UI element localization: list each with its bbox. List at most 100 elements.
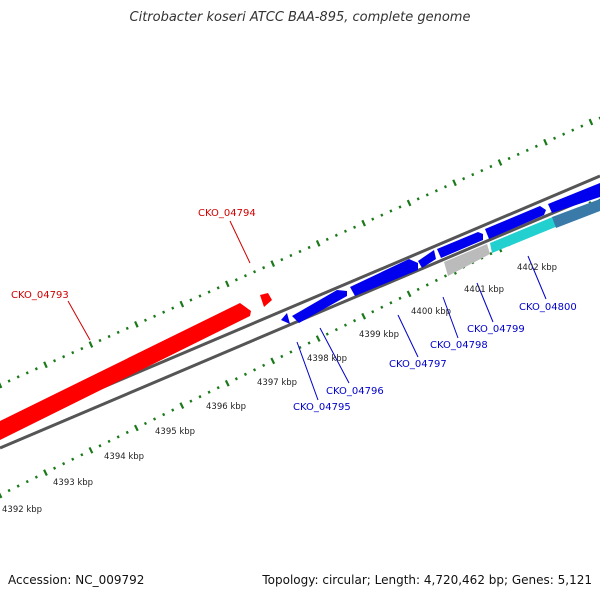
outer-tick-mark [562, 132, 566, 136]
leader-line-cko-04793 [67, 300, 91, 341]
inner-tick-mark [0, 492, 3, 499]
outer-tick-mark [307, 245, 311, 250]
outer-tick-mark [361, 219, 366, 227]
scale-label: 4394 kbp [104, 452, 144, 462]
outer-tick-mark [88, 341, 94, 348]
gene-arrow-cko-04793 [0, 303, 251, 440]
outer-tick-mark [125, 326, 129, 330]
outer-tick-mark [98, 338, 102, 343]
outer-tick-mark [207, 290, 211, 294]
label-layer: 4392 kbp 4393 kbp 4394 kbp 4395 kbp 4396 kbp… [2, 208, 577, 515]
outer-tick-mark [434, 189, 438, 193]
outer-tick-mark [280, 257, 284, 262]
outer-tick-mark [553, 136, 557, 140]
inner-tick-mark [207, 390, 211, 394]
cyan-feature-block [490, 216, 558, 253]
inner-tick-mark [398, 296, 402, 300]
outer-tick-mark [516, 152, 520, 157]
scale-label: 4396 kbp [206, 402, 246, 412]
outer-tick-mark [7, 379, 11, 383]
gene-label-cko-04793: CKO_04793 [11, 290, 69, 301]
outer-tick-mark [116, 330, 120, 335]
accession-label: Accession: NC_009792 [8, 573, 145, 587]
inner-tick-mark [62, 462, 66, 466]
outer-tick-mark [315, 240, 321, 247]
leader-line-cko-04794 [229, 220, 251, 264]
scale-label: 4397 kbp [257, 378, 297, 388]
gene-arrow-cko-04794 [260, 293, 272, 307]
outer-tick-mark [406, 199, 412, 207]
outer-tick-mark [53, 359, 57, 363]
inner-tick-mark [179, 402, 185, 409]
inner-tick-mark [152, 417, 157, 421]
outer-tick-mark [80, 346, 84, 351]
inner-tick-mark [107, 439, 111, 444]
outer-tick-mark [507, 156, 511, 161]
outer-tick-mark [571, 128, 575, 132]
outer-tick-mark [480, 168, 484, 173]
inner-tick-mark [389, 301, 393, 305]
outer-tick-mark [534, 144, 538, 148]
scale-label: 4401 kbp [464, 285, 504, 295]
inner-tick-mark [25, 479, 29, 484]
feature-track [0, 183, 600, 440]
gene-arrow-cko-04799 [437, 232, 483, 258]
outer-tick-mark [462, 177, 466, 181]
outer-tick-mark [389, 209, 393, 213]
outer-tick-mark [43, 361, 48, 369]
gene-arrow-cko-04796 [292, 290, 347, 323]
outer-tick-mark [262, 266, 266, 270]
gene-label-cko-04794: CKO_04794 [198, 208, 256, 219]
outer-tick-mark [224, 280, 230, 288]
inner-tick-mark [262, 363, 266, 368]
scale-label: 4393 kbp [53, 478, 93, 488]
inner-tick-mark [171, 408, 175, 412]
outer-tick-mark [497, 159, 503, 166]
gene-arrow-cko-04798 [418, 250, 436, 268]
gene-arrow-cko-04800-part1 [485, 206, 546, 239]
outer-tick-mark [134, 320, 139, 328]
inner-tick-mark [224, 379, 230, 387]
label-leaders [67, 220, 547, 401]
map-title: Citrobacter koseri ATCC BAA-895, complet… [129, 10, 471, 25]
inner-tick-mark [162, 412, 166, 417]
outer-tick-mark [371, 217, 375, 221]
inner-tick-mark [43, 469, 48, 477]
outer-tick-mark [398, 205, 402, 209]
outer-tick-mark [452, 179, 457, 187]
outer-tick-mark [525, 148, 529, 152]
inner-tick-mark [334, 327, 338, 332]
inner-tick-mark [7, 488, 11, 493]
outer-tick-mark [353, 225, 357, 229]
inner-tick-mark [80, 453, 84, 457]
inner-tick-mark [406, 290, 412, 298]
inner-tick-mark [189, 399, 193, 403]
outer-tick-mark [443, 185, 447, 189]
inner-tick-mark [216, 386, 220, 390]
scale-label: 4402 kbp [517, 263, 557, 273]
inner-tick-mark [434, 278, 438, 283]
gene-arrow-cko-04795 [281, 313, 290, 324]
outer-tick-mark [380, 213, 384, 217]
inner-tick-mark [289, 350, 293, 354]
outer-tick-mark [416, 197, 420, 201]
outer-tick-mark [0, 382, 3, 389]
gray-feature-block [444, 244, 490, 276]
gene-label-cko-04799: CKO_04799 [467, 324, 525, 335]
leader-line-cko-04795 [296, 341, 319, 401]
leader-line-cko-04796 [319, 327, 350, 384]
inner-tick-mark [380, 305, 384, 309]
inner-tick-mark [325, 332, 329, 336]
gene-label-cko-04800: CKO_04800 [519, 302, 577, 313]
outer-tick-mark [34, 367, 38, 371]
scale-label: 4398 kbp [307, 354, 347, 364]
tick-marks [0, 116, 600, 499]
inner-tick-mark [371, 310, 375, 314]
outer-tick-mark [189, 298, 193, 302]
inner-tick-mark [198, 395, 202, 399]
inner-tick-mark [71, 457, 75, 461]
scale-label: 4400 kbp [411, 307, 451, 317]
inner-tick-mark [252, 368, 257, 372]
inner-tick-mark [116, 435, 120, 439]
